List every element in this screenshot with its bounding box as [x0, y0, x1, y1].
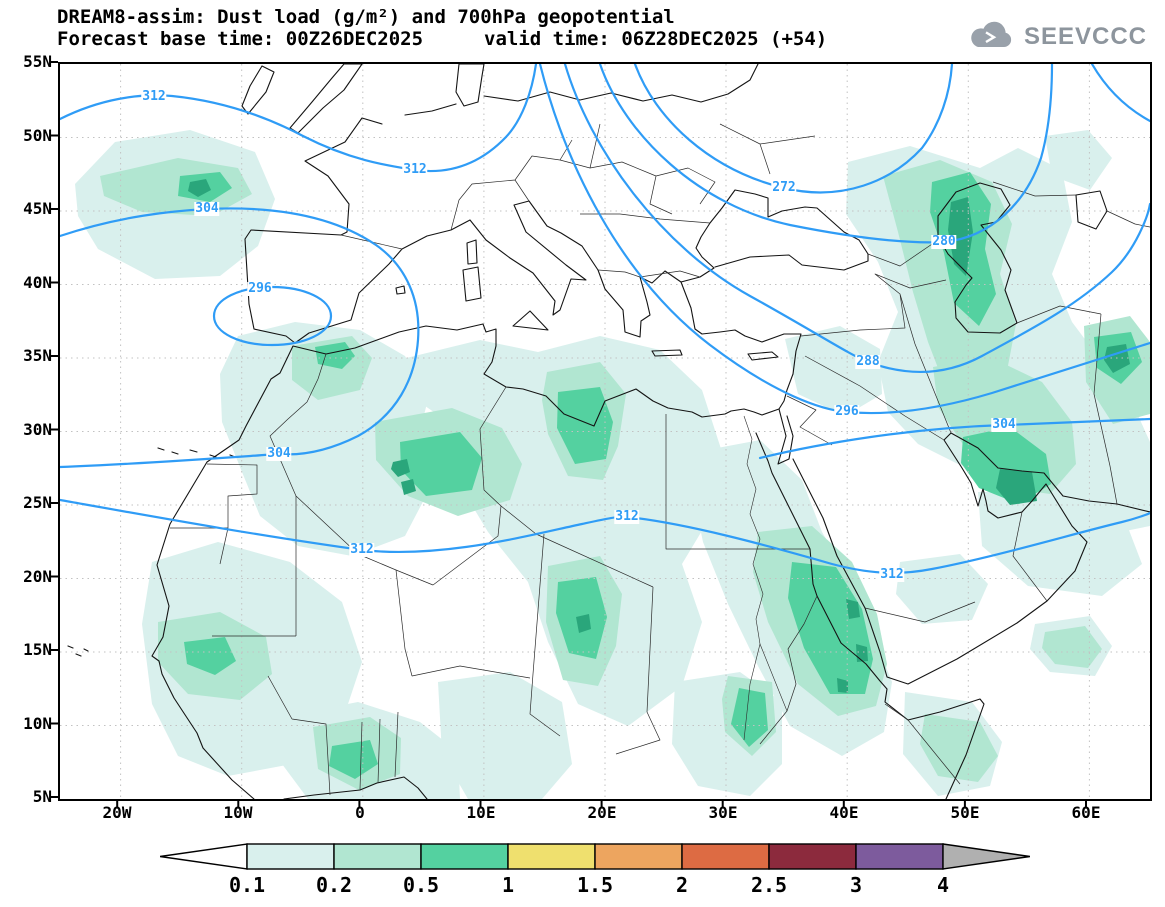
lat-label: 5N — [32, 787, 52, 806]
lon-label: 10W — [223, 803, 253, 822]
lat-label: 55N — [23, 52, 52, 71]
lat-label: 45N — [23, 199, 52, 218]
lat-label: 15N — [23, 640, 52, 659]
colorbar-tick: 1 — [501, 873, 515, 897]
colorbar-tick: 0.5 — [402, 873, 440, 897]
geopotential-label: 304 — [991, 417, 1017, 432]
geopotential-label: 288 — [855, 354, 881, 369]
colorbar-segment — [420, 843, 509, 870]
colorbar-scale — [160, 843, 1030, 870]
colorbar-segment — [768, 843, 857, 870]
colorbar-segment — [681, 843, 770, 870]
colorbar-arrow-right — [942, 843, 1030, 870]
logo-text: SEEVCCC — [1023, 22, 1147, 50]
lon-label: 40E — [829, 803, 859, 822]
dust-shade-1 — [188, 179, 1130, 693]
geopotential-label: 280 — [931, 234, 957, 249]
forecast-base-time: Forecast base time: 00Z26DEC2025 — [57, 28, 424, 50]
geopotential-label: 312 — [879, 567, 905, 582]
colorbar-segment — [855, 843, 944, 870]
lat-label: 25N — [23, 493, 52, 512]
lon-label: 60E — [1071, 803, 1101, 822]
geopotential-label: 296 — [247, 281, 273, 296]
colorbar-tick: 1.5 — [576, 873, 614, 897]
colorbar-tick: 4 — [936, 873, 950, 897]
geopotential-label: 304 — [266, 446, 292, 461]
chart-title: DREAM8-assim: Dust load (g/m²) and 700hP… — [57, 6, 675, 28]
seevccc-logo: SEEVCCC — [966, 20, 1147, 53]
contour-288 — [563, 64, 1150, 373]
geopotential-label: 312 — [349, 542, 375, 557]
lon-label: 30E — [708, 803, 738, 822]
colorbar-tick: 2 — [675, 873, 689, 897]
lat-label: 40N — [23, 272, 52, 292]
geopotential-label: 296 — [834, 404, 860, 419]
rivers — [743, 415, 788, 741]
valid-time: valid time: 06Z28DEC2025 (+54) — [484, 28, 828, 50]
colorbar-tick: 2.5 — [750, 873, 788, 897]
colorbar-tick: 3 — [849, 873, 863, 897]
colorbar-tick: 0.1 — [228, 873, 266, 897]
geopotential-label: 312 — [402, 162, 428, 177]
lat-label: 10N — [23, 713, 52, 733]
geopotential-label: 312 — [614, 509, 640, 524]
geopotential-label: 304 — [194, 201, 220, 216]
map-canvas — [60, 64, 1150, 799]
lat-label: 20N — [23, 566, 52, 586]
geopotential-label: 272 — [771, 180, 797, 195]
lon-label: 50E — [950, 803, 980, 822]
colorbar-tick: 0.2 — [315, 873, 353, 897]
chart-header: DREAM8-assim: Dust load (g/m²) and 700hP… — [57, 6, 827, 50]
geopotential-label: 312 — [141, 89, 167, 104]
contour-296-closed — [212, 285, 333, 347]
colorbar-segment — [246, 843, 335, 870]
coastlines — [67, 64, 1150, 799]
chart-subtitle: Forecast base time: 00Z26DEC2025 valid ti… — [57, 28, 827, 50]
lat-label: 30N — [23, 419, 52, 439]
contour-272 — [633, 64, 954, 194]
colorbar-segment — [507, 843, 596, 870]
colorbar-segment — [333, 843, 422, 870]
lat-label: 35N — [23, 346, 52, 365]
cloud-icon — [971, 21, 1012, 47]
lon-label: 10E — [466, 803, 496, 822]
contour-296-east — [538, 64, 1150, 415]
colorbar-arrow-left — [160, 843, 248, 870]
contour-ne-arc — [1090, 64, 1150, 123]
logo-chevron — [985, 31, 997, 44]
lat-label: 50N — [23, 125, 52, 145]
lon-label: 20W — [102, 803, 132, 822]
colorbar: 0.1 0.2 0.5 1 1.5 2 2.5 3 4 — [160, 843, 1030, 903]
contour-280 — [598, 64, 1054, 244]
contour-312-africa — [60, 498, 1150, 574]
colorbar-segment — [594, 843, 683, 870]
lon-label: 20E — [587, 803, 617, 822]
graticule — [60, 64, 1150, 799]
lon-label: 0 — [355, 803, 365, 822]
map-plot: 312 312 272 280 304 296 288 296 304 304 … — [58, 62, 1152, 801]
